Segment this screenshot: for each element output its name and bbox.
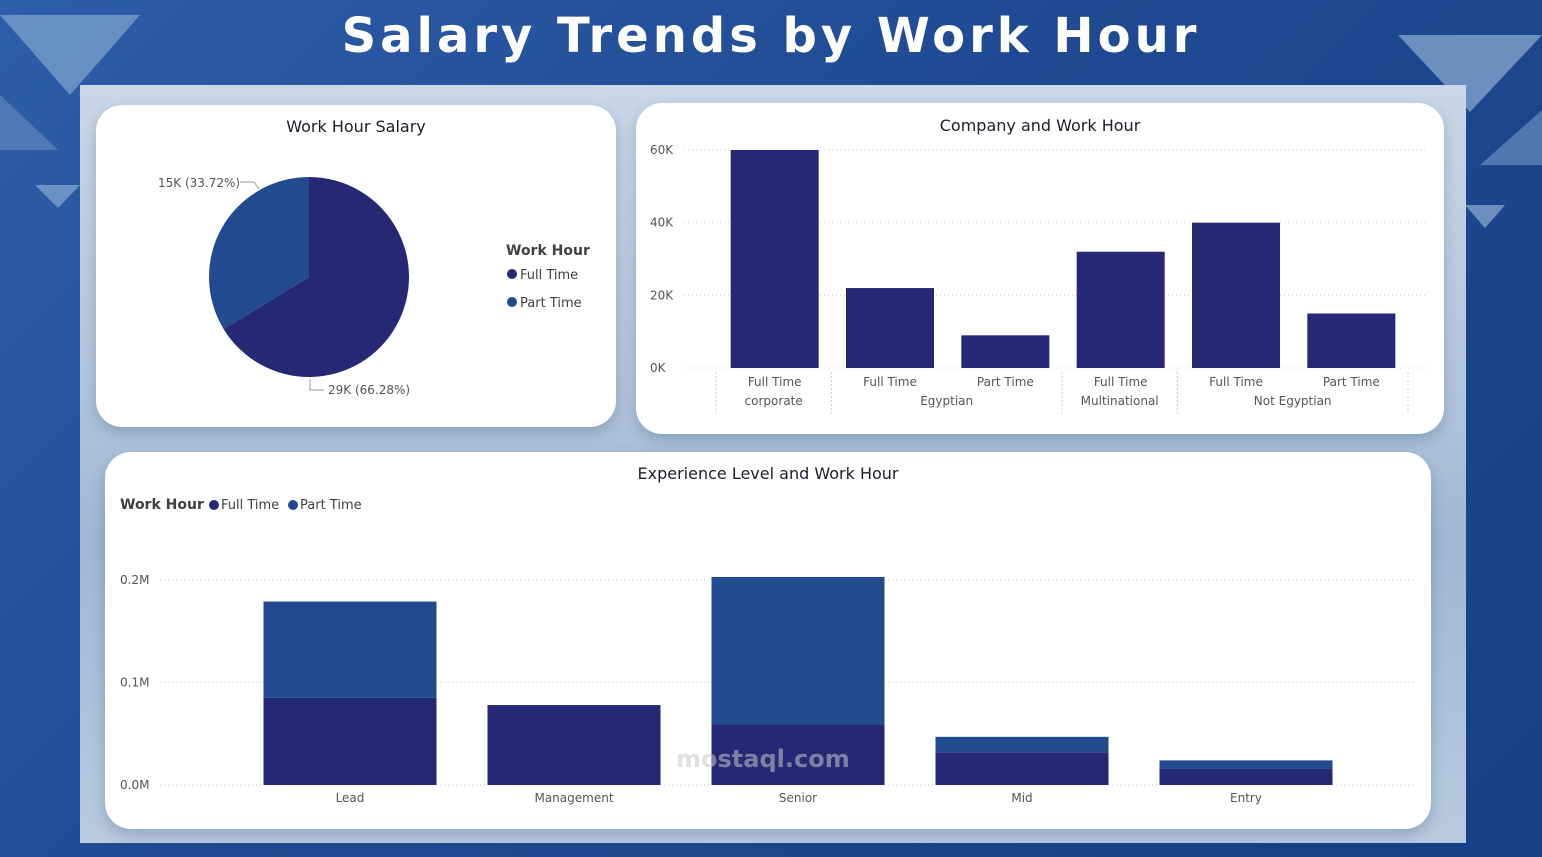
company-bar[interactable] bbox=[1192, 222, 1280, 368]
company-y-tick: 40K bbox=[650, 216, 674, 230]
company-y-tick: 20K bbox=[650, 288, 674, 302]
experience-x-label: Entry bbox=[1230, 791, 1262, 805]
company-x-label-work-hour: Full Time bbox=[1209, 375, 1263, 389]
experience-stacked-bar-chart[interactable]: Work Hour Full Time Part Time 0.0M 0.1M 0.… bbox=[105, 452, 1431, 829]
company-x-label-work-hour: Full Time bbox=[1094, 375, 1148, 389]
experience-legend-part-time-label: Part Time bbox=[300, 498, 362, 513]
experience-bar-full-time[interactable] bbox=[487, 705, 661, 785]
experience-legend-part-time[interactable]: Part Time bbox=[288, 498, 362, 513]
pie-chart[interactable]: 15K (33.72%) 29K (66.28%) Work Hour Full… bbox=[96, 105, 616, 427]
company-bar[interactable] bbox=[1307, 313, 1396, 369]
experience-legend-title: Work Hour bbox=[120, 497, 204, 513]
experience-y-tick: 0.1M bbox=[120, 676, 149, 690]
pie-label-full-time: 29K (66.28%) bbox=[328, 383, 410, 397]
company-x-label-work-hour: Part Time bbox=[977, 375, 1034, 389]
company-x-label-group: Not Egyptian bbox=[1254, 394, 1332, 408]
pie-slice-full-time[interactable] bbox=[223, 177, 409, 377]
pie-legend-part-time[interactable]: Part Time bbox=[507, 296, 582, 311]
company-chart-card[interactable]: Company and Work Hour 0K 20K 40K 60K Full Ti… bbox=[636, 103, 1444, 434]
experience-bar-full-time[interactable] bbox=[711, 724, 885, 785]
experience-legend-full-time-label: Full Time bbox=[221, 498, 279, 513]
experience-chart-card[interactable]: Experience Level and Work Hour Work Hour… bbox=[105, 452, 1431, 829]
company-x-label-group: Multinational bbox=[1081, 394, 1159, 408]
pie-label-part-time: 15K (33.72%) bbox=[158, 176, 240, 190]
page-title: Salary Trends by Work Hour bbox=[341, 8, 1201, 64]
experience-bar-part-time[interactable] bbox=[935, 736, 1109, 753]
experience-bar-full-time[interactable] bbox=[935, 752, 1109, 785]
pie-legend-title: Work Hour bbox=[506, 243, 590, 259]
experience-x-label: Lead bbox=[336, 791, 365, 805]
company-bar-chart[interactable]: 0K 20K 40K 60K Full Time Full Time Part Time Fu… bbox=[636, 103, 1444, 434]
experience-bar-full-time[interactable] bbox=[263, 697, 437, 785]
experience-x-label: Management bbox=[534, 791, 613, 805]
experience-bar-part-time[interactable] bbox=[1159, 760, 1333, 769]
company-chart-title: Company and Work Hour bbox=[939, 116, 1141, 135]
experience-x-label: Mid bbox=[1011, 791, 1032, 805]
company-y-tick: 60K bbox=[650, 143, 674, 157]
experience-y-tick: 0.0M bbox=[120, 778, 149, 792]
experience-x-label: Senior bbox=[779, 791, 817, 805]
experience-bar-part-time[interactable] bbox=[711, 576, 885, 725]
pie-legend-part-time-label: Part Time bbox=[520, 296, 582, 311]
pie-legend-full-time[interactable]: Full Time bbox=[507, 268, 578, 283]
experience-bar-part-time[interactable] bbox=[263, 601, 437, 698]
pie-slice-part-time[interactable] bbox=[208, 177, 309, 330]
company-x-label-work-hour: Full Time bbox=[748, 375, 802, 389]
watermark: mostaql.com bbox=[676, 745, 850, 773]
experience-y-tick: 0.2M bbox=[120, 573, 149, 587]
experience-legend-full-time[interactable]: Full Time bbox=[209, 498, 279, 513]
company-bar[interactable] bbox=[1076, 251, 1165, 368]
company-x-label-group: corporate bbox=[745, 394, 803, 408]
experience-bar-full-time[interactable] bbox=[1159, 768, 1333, 785]
company-x-label-group: Egyptian bbox=[920, 394, 973, 408]
experience-chart-title: Experience Level and Work Hour bbox=[637, 464, 899, 483]
company-y-tick: 0K bbox=[650, 361, 667, 375]
pie-chart-title: Work Hour Salary bbox=[286, 117, 426, 136]
pie-legend-full-time-label: Full Time bbox=[520, 268, 578, 283]
company-x-label-work-hour: Part Time bbox=[1323, 375, 1380, 389]
company-bar[interactable] bbox=[846, 288, 934, 368]
company-bar[interactable] bbox=[961, 335, 1050, 368]
pie-chart-card[interactable]: Work Hour Salary 15K (33.72%) 29K (66.28… bbox=[96, 105, 616, 427]
company-bar[interactable] bbox=[730, 150, 819, 368]
company-x-label-work-hour: Full Time bbox=[863, 375, 917, 389]
